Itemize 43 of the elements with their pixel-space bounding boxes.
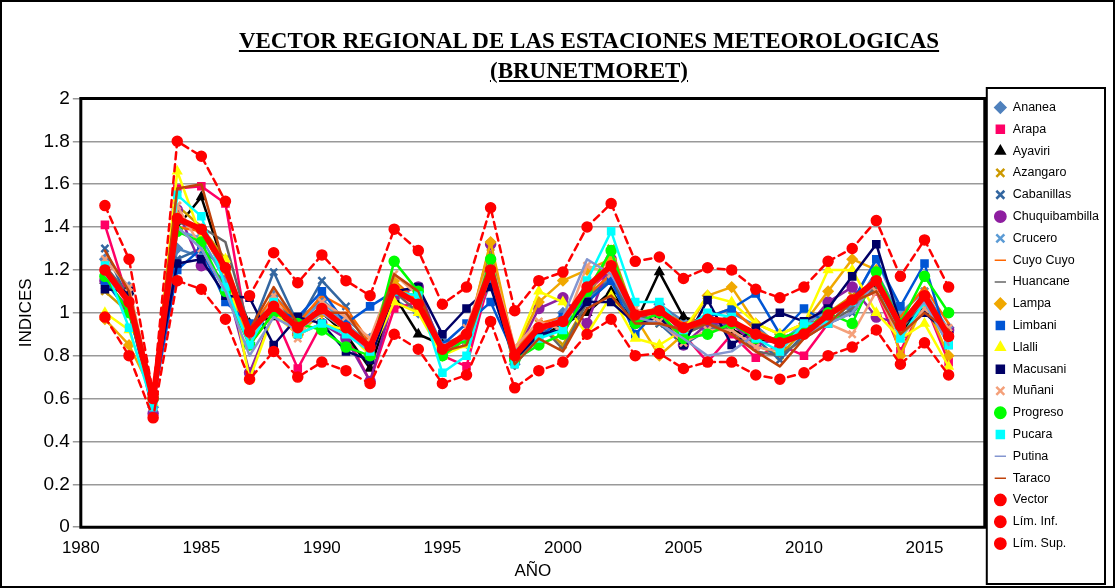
x-tick-label: 2000 [544, 538, 582, 558]
legend-label: Cabanillas [1012, 187, 1072, 202]
legend-label: Llalli [1012, 339, 1038, 354]
legend-label: Crucero [1012, 230, 1058, 245]
y-tick-label: 0 [59, 515, 70, 537]
legend-label: Vector [1012, 492, 1049, 507]
x-tick-label: 1990 [302, 538, 341, 558]
legend-label: Lím. Sup. [1012, 536, 1067, 550]
y-tick-label: 0.6 [43, 386, 70, 408]
legend-label: Muñani [1012, 383, 1054, 398]
y-tick-label: 0.4 [43, 429, 71, 451]
y-tick-label: 1.8 [43, 129, 70, 151]
y-tick-label: 1.2 [43, 258, 70, 280]
legend-label: Macusani [1012, 361, 1067, 376]
y-tick-label: 0.8 [43, 343, 70, 365]
legend-label: Pucara [1012, 427, 1053, 441]
legend-label: Taraco [1012, 470, 1051, 485]
x-tick-label: 2005 [664, 538, 703, 558]
x-tick-label: 1995 [423, 538, 462, 558]
y-tick-label: 1 [59, 301, 70, 323]
x-tick-label: 1980 [61, 538, 100, 558]
legend-label: Lampa [1012, 296, 1052, 311]
legend-label: Ananea [1012, 100, 1056, 114]
x-tick-label: 1985 [182, 538, 221, 558]
y-tick-label: 0.2 [43, 472, 70, 494]
legend-label: Cuyo Cuyo [1012, 252, 1075, 267]
legend-label: Progreso [1012, 405, 1064, 420]
x-tick-label: 2010 [785, 538, 823, 558]
legend-label: Huancane [1012, 274, 1070, 289]
x-axis-title: AÑO [514, 561, 552, 581]
x-tick-label: 2015 [905, 538, 944, 558]
y-tick-label: 2 [59, 86, 70, 108]
legend-label: Putina [1012, 448, 1049, 463]
y-tick-label: 1.4 [43, 215, 71, 237]
chart-title: VECTOR REGIONAL DE LAS ESTACIONES METEOROLOGICAS (BRUNETMORET) [237, 27, 941, 85]
legend-label: Azangaro [1012, 165, 1067, 180]
legend-label: Lím. Inf. [1012, 514, 1058, 529]
legend-label: Chuquibambilla [1012, 209, 1100, 223]
legend-label: Arapa [1012, 121, 1047, 136]
y-tick-label: 1.6 [43, 172, 70, 194]
legend-label: Ayaviri [1012, 143, 1051, 158]
y-axis-title: INDICES [15, 278, 35, 348]
legend-label: Limbani [1012, 318, 1057, 332]
